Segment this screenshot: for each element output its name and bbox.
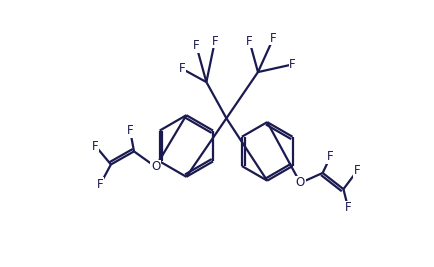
Text: F: F: [289, 58, 295, 71]
Text: F: F: [326, 150, 333, 163]
Text: F: F: [246, 35, 252, 48]
Text: F: F: [127, 124, 133, 137]
Text: F: F: [193, 40, 199, 52]
Text: O: O: [295, 176, 304, 190]
Text: F: F: [92, 139, 99, 152]
Text: O: O: [151, 160, 160, 173]
Text: F: F: [353, 164, 360, 177]
Text: F: F: [270, 32, 276, 45]
Text: F: F: [211, 35, 218, 48]
Text: F: F: [179, 62, 185, 76]
Text: F: F: [97, 178, 103, 191]
Text: F: F: [344, 201, 351, 214]
